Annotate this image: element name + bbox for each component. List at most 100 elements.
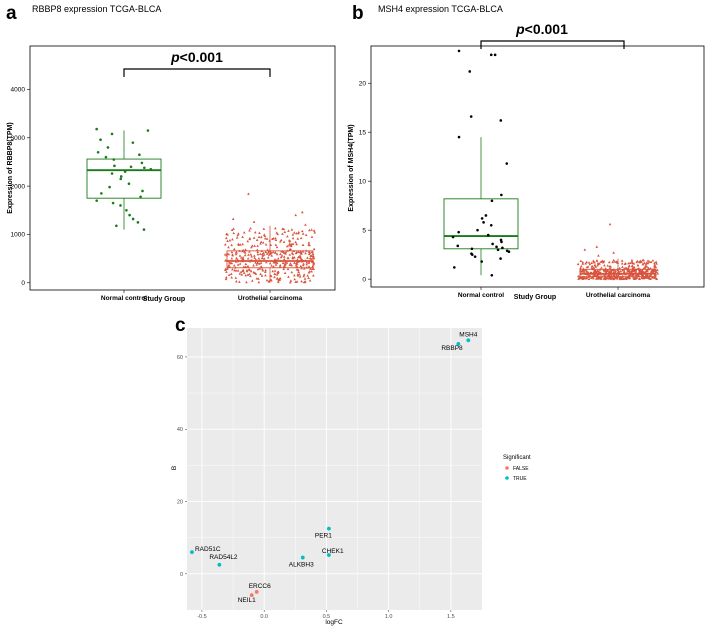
tumor-point <box>607 277 610 280</box>
point-label-per1: PER1 <box>315 533 332 540</box>
normal-point <box>495 245 498 249</box>
tumor-point <box>267 279 271 283</box>
tumor-point <box>310 269 313 273</box>
tumor-point <box>263 234 267 237</box>
tumor-point <box>274 236 277 240</box>
tumor-point <box>278 263 282 267</box>
tumor-point <box>640 271 643 274</box>
normal-point <box>470 247 474 251</box>
tumor-point <box>303 259 307 262</box>
tumor-point <box>256 261 259 265</box>
normal-point <box>139 195 142 199</box>
tumor-point <box>241 242 244 246</box>
normal-point <box>480 217 484 220</box>
tumor-point <box>224 267 227 271</box>
tumor-point <box>287 243 291 247</box>
tumor-point <box>284 252 287 255</box>
normal-point <box>131 217 135 221</box>
panel-c-grid <box>187 328 482 610</box>
tumor-point <box>648 274 651 277</box>
tumor-point <box>271 250 275 254</box>
tumor-point <box>265 237 269 240</box>
point-label-chek1: CHEK1 <box>322 548 344 555</box>
tumor-point <box>588 262 592 266</box>
tumor-point <box>308 256 312 260</box>
y-tick-label: 3000 <box>11 135 26 142</box>
tumor-point <box>604 269 607 273</box>
tumor-point <box>301 229 304 233</box>
panel-c-background <box>187 328 482 610</box>
tumor-point <box>615 260 619 263</box>
point-label-rad51c: RAD51C <box>195 546 221 553</box>
tumor-point <box>630 260 634 264</box>
y-tick-label: 20 <box>359 80 367 87</box>
tumor-point <box>302 274 305 278</box>
tumor-point <box>305 262 309 266</box>
tumor-point <box>282 257 286 261</box>
tumor-point <box>308 279 312 282</box>
tumor-point <box>307 252 311 256</box>
tumor-point <box>296 273 300 276</box>
tumor-point <box>236 269 240 272</box>
normal-point <box>457 49 461 53</box>
tumor-point <box>238 272 242 275</box>
normal-point <box>499 119 503 122</box>
tumor-point <box>280 250 284 253</box>
normal-point <box>111 201 115 205</box>
tumor-point <box>654 260 658 263</box>
tumor-point <box>259 240 263 243</box>
tumor-point <box>255 248 259 251</box>
tumor-point <box>227 245 230 249</box>
y-tick-label: 0 <box>180 572 183 578</box>
tumor-point <box>231 253 234 256</box>
tumor-point <box>248 237 252 241</box>
normal-point <box>482 221 485 224</box>
tumor-point <box>604 268 608 271</box>
tumor-point <box>238 249 241 252</box>
tumor-point <box>612 258 615 262</box>
tumor-point <box>270 254 274 257</box>
tumor-point <box>275 252 279 256</box>
tumor-point <box>592 276 595 280</box>
y-tick-label: 0 <box>362 276 366 283</box>
tumor-point <box>579 269 582 272</box>
panel-b-title: MSH4 expression TCGA-BLCA <box>378 4 503 14</box>
tumor-point <box>298 275 302 278</box>
tumor-point <box>254 261 257 264</box>
normal-point <box>95 127 98 131</box>
y-tick-label: 0 <box>21 280 25 287</box>
x-tick-label: Urothelial carcinoma <box>238 295 303 302</box>
tumor-point <box>655 277 658 280</box>
tumor-point <box>632 262 636 265</box>
panel-c-legend: Significant FALSE TRUE <box>503 455 531 482</box>
tumor-point <box>248 250 251 253</box>
tumor-point <box>622 277 626 280</box>
tumor-point <box>269 274 273 278</box>
tumor-point <box>628 276 631 279</box>
tumor-point <box>656 268 659 272</box>
tumor-point <box>288 242 292 245</box>
tumor-point <box>249 253 253 256</box>
tumor-point <box>299 264 303 268</box>
tumor-point <box>640 260 643 263</box>
tumor-point <box>579 276 582 280</box>
tumor-outlier-point <box>608 222 612 226</box>
tumor-point <box>292 231 296 234</box>
tumor-point <box>287 229 290 232</box>
tumor-point <box>606 268 610 272</box>
tumor-point <box>291 233 295 236</box>
tumor-point <box>224 277 228 281</box>
tumor-point <box>631 266 634 270</box>
tumor-point <box>644 273 648 277</box>
panel-b-y-title: Expression of MSH4(TPM) <box>348 124 355 211</box>
tumor-point <box>288 239 292 243</box>
tumor-point <box>252 264 255 267</box>
tumor-point <box>267 253 271 256</box>
tumor-point <box>299 236 303 240</box>
tumor-point <box>241 249 244 253</box>
tumor-point <box>242 265 246 268</box>
normal-point <box>123 170 127 173</box>
tumor-point <box>265 260 268 264</box>
